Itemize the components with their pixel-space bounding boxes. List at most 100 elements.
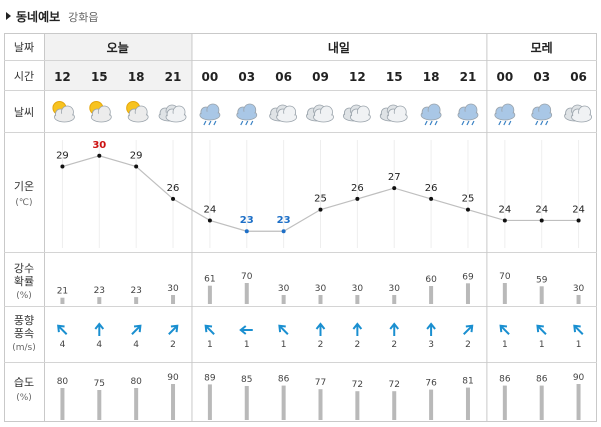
raindrop-shape [240,120,254,126]
precip-bar [244,283,249,304]
arrow-head [573,324,581,333]
precip-value: 30 [389,284,401,294]
raindrop-shape [203,120,217,126]
hour-label: 03 [238,70,255,84]
row-label-weather: 날씨 [14,106,34,119]
temperature-label: 27 [388,172,401,183]
rain-icon [420,103,442,126]
precip-value: 30 [167,284,179,294]
rain-icon [494,103,516,126]
temperature-label: 24 [572,204,585,215]
wind-arrow-icon [389,322,400,336]
humidity-bar [134,388,139,420]
arrow-head [239,325,247,335]
precip-value: 30 [573,284,585,294]
wind-arrow-icon [204,324,215,335]
row-label-humidity-unit: (%) [16,393,32,403]
wind-arrow-icon [499,324,510,335]
precip-bar [465,283,470,304]
precip-bar [171,295,176,304]
arrow-shaft [168,325,178,335]
row-label-wind-2: 풍속 [14,327,34,340]
partly-cloudy-icon [126,101,149,123]
cloud-shape [200,111,219,119]
hour-label: 18 [128,70,145,84]
arrow-shaft [574,325,584,335]
precip-bar [502,283,507,304]
min-temperature-label: 23 [277,215,291,226]
temperature-point [318,207,323,212]
partly-cloudy-icon [52,101,75,123]
cloudy-icon [306,104,334,123]
humidity-value: 77 [315,378,326,388]
raindrop-shape [535,120,549,126]
rain-icon [199,103,221,126]
temperature-label: 29 [56,151,69,162]
precip-bar [355,295,360,304]
temperature-point [392,186,397,191]
arrow-head [278,324,286,333]
day-label-2: 모레 [531,40,553,55]
humidity-value: 72 [389,380,400,390]
cloud-shape [572,113,591,121]
precip-value: 70 [499,272,511,282]
wind-speed-value: 1 [244,340,250,350]
humidity-value: 86 [536,375,548,385]
partly-cloudy-icon [89,101,112,123]
table-border [4,33,597,422]
arrow-shaft [537,325,547,335]
hour-label: 21 [165,70,182,84]
temperature-point [429,196,434,201]
wind-speed-value: 3 [428,340,434,350]
row-label-wind-unit: (m/s) [12,343,36,353]
humidity-value: 90 [167,373,179,383]
wind-arrow-icon [57,324,68,335]
row-label-precip-unit: (%) [16,291,32,301]
wind-speed-value: 4 [133,340,139,350]
arrow-head [170,324,179,333]
hour-label: 00 [202,70,219,84]
humidity-value: 81 [462,377,473,387]
triangle-bullet-icon [6,12,11,20]
wind-speed-value: 2 [354,340,360,350]
wind-arrow-icon [573,324,584,335]
wind-speed-value: 1 [576,340,582,350]
humidity-value: 86 [278,375,290,385]
wind-arrow-icon [463,324,474,335]
precip-value: 59 [536,275,548,285]
wind-arrow-icon [94,322,105,336]
humidity-bar [171,384,176,420]
wind-speed-value: 1 [281,340,287,350]
precip-value: 61 [204,275,215,285]
hour-label: 12 [54,70,71,84]
hour-label: 06 [570,70,587,84]
wind-speed-value: 1 [207,340,213,350]
precip-bar [97,297,102,304]
arrow-shaft [463,325,473,335]
arrow-head [204,324,213,333]
wind-arrow-icon [315,322,326,336]
hour-label: 09 [312,70,329,84]
row-label-precip-2: 확률 [14,275,34,288]
location-name: 강화읍 [68,11,99,24]
arrow-head [94,322,105,330]
cloud-shape [351,113,370,121]
humidity-bar [318,389,323,420]
precip-bar [134,297,139,304]
row-label-wind-1: 풍향 [14,314,34,327]
row-label-precip-1: 강수 [14,262,34,275]
arrow-shaft [279,325,289,335]
precip-value: 30 [278,284,290,294]
day-label-0: 오늘 [107,41,129,55]
temperature-label: 26 [425,183,438,194]
cloud-shape [495,111,514,119]
humidity-bar [502,385,507,420]
cloudy-icon [379,104,408,123]
humidity-bar [60,388,65,420]
temperature-label: 24 [204,204,217,215]
hour-label: 18 [423,70,440,84]
cloudy-icon [342,104,371,123]
today-highlight [44,33,192,90]
temperature-point [207,218,212,223]
